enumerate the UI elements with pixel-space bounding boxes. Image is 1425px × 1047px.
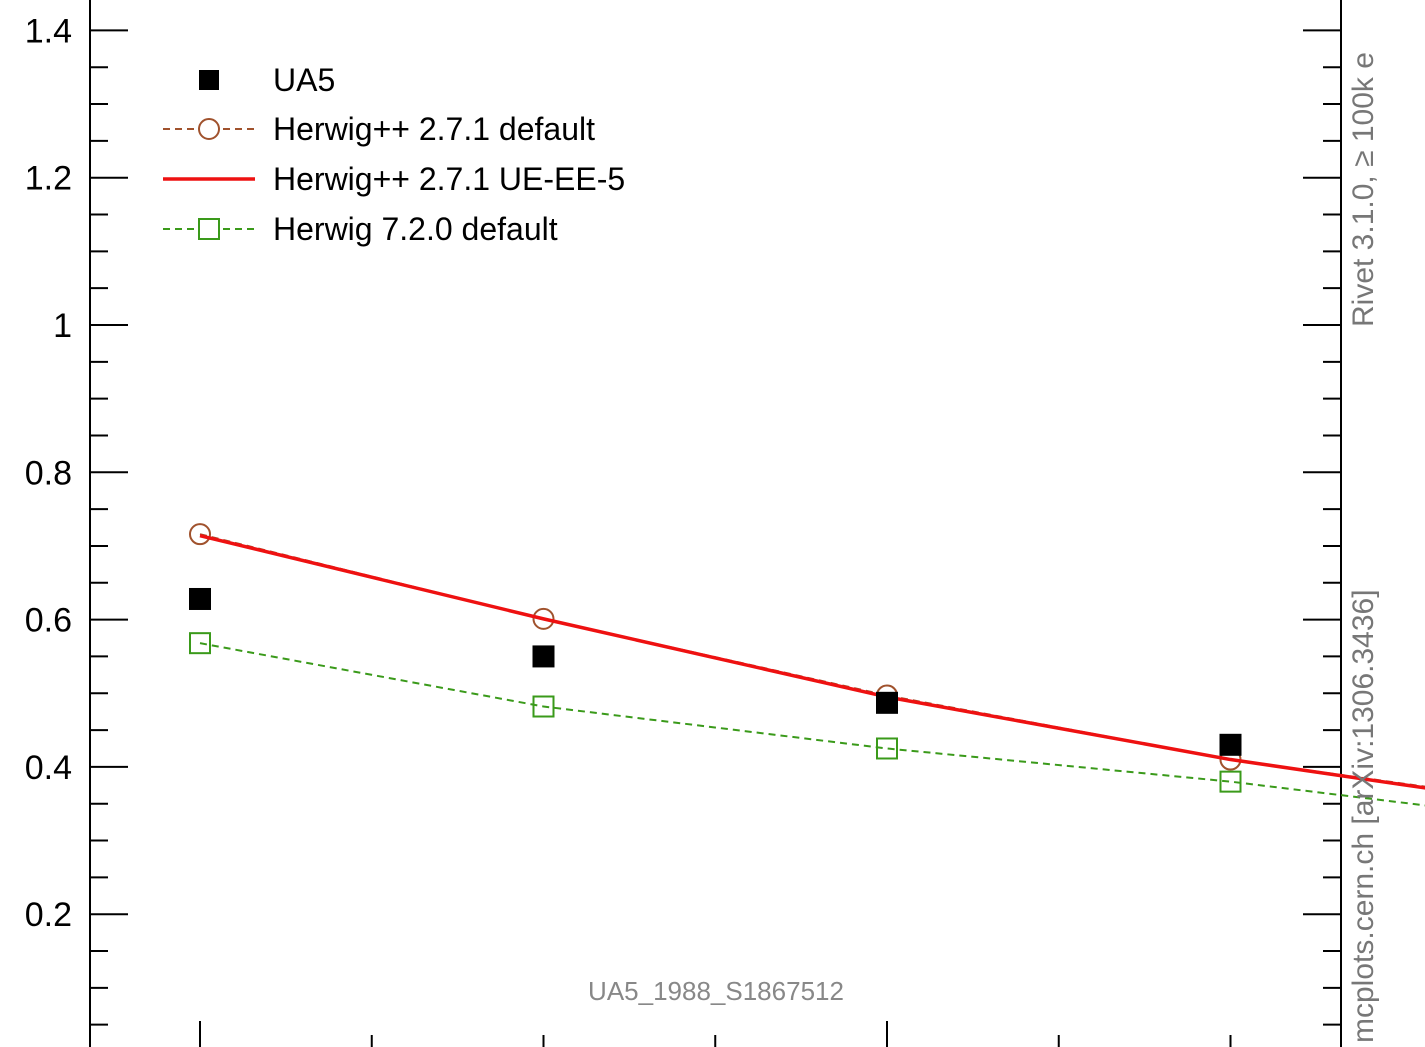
series-ua5-marker — [876, 691, 898, 714]
legend-label: Herwig++ 2.7.1 default — [273, 111, 595, 147]
legend-herwigpp-default-marker — [198, 118, 220, 140]
y-tick-label: 0.2 — [25, 896, 72, 934]
y-tick-label: 1.2 — [25, 160, 72, 198]
y-tick-label: 1 — [53, 307, 72, 345]
axes: 0.2 0.4 0.6 0.8 1 1.2 1.4 0 — [25, 0, 1342, 1047]
mcplots-source-label: mcplots.cern.ch [arXiv:1306.3436] — [1347, 589, 1380, 1043]
series-herwig7-marker — [189, 632, 211, 655]
rivet-version-label: Rivet 3.1.0, ≥ 100k e — [1347, 52, 1380, 327]
series-ua5-marker — [532, 645, 555, 668]
analysis-annotation: UA5_1988_S1867512 — [588, 976, 844, 1006]
series-layer — [189, 523, 1425, 807]
series-ua5-marker — [189, 587, 211, 610]
y-tick-label: 0.4 — [25, 749, 72, 787]
y-tick-label: 0.8 — [25, 454, 72, 492]
y-tick-label: 1.4 — [25, 12, 72, 50]
legend-ua5-marker — [199, 70, 219, 90]
y-tick-label-partial: 0 — [53, 1044, 72, 1047]
legend-label: Herwig++ 2.7.1 UE-EE-5 — [273, 161, 625, 197]
legend-herwig7-marker — [198, 218, 220, 240]
legend-label: UA5 — [273, 62, 335, 98]
legend-label: Herwig 7.2.0 default — [273, 211, 558, 247]
series-herwigpp-default-marker — [532, 607, 555, 630]
y-tick-label: 0.6 — [25, 602, 72, 640]
series-herwig7-marker — [532, 695, 555, 718]
series-herwig7-line — [199, 642, 1425, 807]
series-herwigpp-default-marker — [189, 523, 211, 546]
series-herwig7-marker — [876, 737, 898, 760]
series-herwigpp-ueee5-line — [199, 533, 1425, 790]
series-herwig7-marker — [1219, 770, 1242, 793]
series-ua5-marker — [1219, 733, 1242, 756]
legend: UA5 Herwig++ 2.7.1 default Herwig++ 2.7.1 … — [163, 62, 625, 247]
